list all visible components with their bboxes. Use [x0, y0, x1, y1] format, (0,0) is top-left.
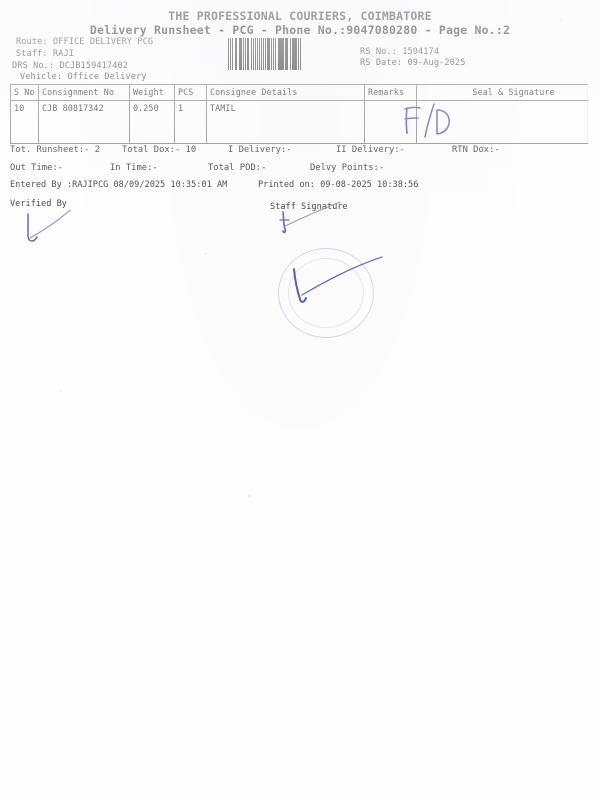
delivery-points-field: Delvy Points:- — [310, 163, 385, 173]
barcode-icon — [228, 38, 302, 70]
drs-no-field: DRS No.: DCJB159417402 — [12, 61, 129, 71]
page-subtitle: Delivery Runsheet - PCG - Phone No.:9047… — [89, 23, 511, 37]
column-header-weight: Weight — [129, 84, 175, 101]
page-title: THE PROFESSIONAL COURIERS, COIMBATORE — [168, 9, 432, 23]
cell-remarks — [364, 100, 417, 144]
total-dox-field: Total Dox:- 10 — [122, 145, 197, 155]
verified-by-signature-ink — [27, 209, 71, 242]
column-header-remarks: Remarks — [364, 84, 417, 101]
cell-seal-signature — [416, 100, 588, 144]
column-header-consignment: Consignment No — [38, 84, 130, 101]
column-header-pcs: PCS — [174, 84, 207, 101]
verified-by-label: Verified By — [10, 199, 67, 209]
column-header-consignee: Consignee Details — [206, 84, 365, 101]
cell-pcs: 1 — [174, 100, 207, 144]
scan-speck — [560, 18, 563, 21]
cell-weight: 0.250 — [129, 100, 175, 144]
route-field: Route: OFFICE DELIVERY PCG — [16, 37, 154, 47]
column-header-s-no: S No — [10, 84, 39, 101]
vehicle-field: Vehicle: Office Delivery — [20, 72, 147, 82]
scan-speck — [248, 495, 250, 497]
out-time-field: Out Time:- — [10, 163, 63, 173]
staff-field: Staff: RAJI — [16, 49, 75, 59]
staff-signature-label: Staff Signature — [270, 202, 348, 212]
table-row: 10 CJB 80817342 0.250 1 TAMIL — [10, 100, 588, 144]
rs-date-field: RS Date: 09-Aug-2025 — [360, 58, 466, 68]
first-delivery-field: I Delivery:- — [228, 145, 292, 155]
total-runsheet-field: Tot. Runsheet:- 2 — [10, 145, 101, 155]
cell-consignee: TAMIL — [206, 100, 365, 144]
checkmark-ink — [293, 256, 383, 303]
scan-speck — [205, 253, 207, 255]
entered-by-field: Entered By :RAJIPCG 08/09/2025 10:35:01 … — [10, 180, 228, 190]
table-header-row: S No Consignment No Weight PCS Consignee… — [10, 84, 588, 101]
cell-s-no: 10 — [10, 100, 39, 144]
total-pod-field: Total POD:- — [208, 163, 267, 173]
consignment-table: S No Consignment No Weight PCS Consignee… — [10, 84, 588, 144]
rs-no-field: RS No.: 1594174 — [360, 47, 440, 57]
cell-consignment: CJB 80817342 — [38, 100, 130, 144]
second-delivery-field: II Delivery:- — [336, 145, 405, 155]
scan-speck — [60, 390, 62, 392]
round-rubber-stamp — [278, 248, 374, 338]
in-time-field: In Time:- — [110, 163, 158, 173]
printed-on-field: Printed on: 09-08-2025 10:38:56 — [258, 180, 419, 190]
column-header-seal-signature: Seal & Signature — [416, 84, 588, 101]
return-dox-field: RTN Dox:- — [452, 145, 500, 155]
